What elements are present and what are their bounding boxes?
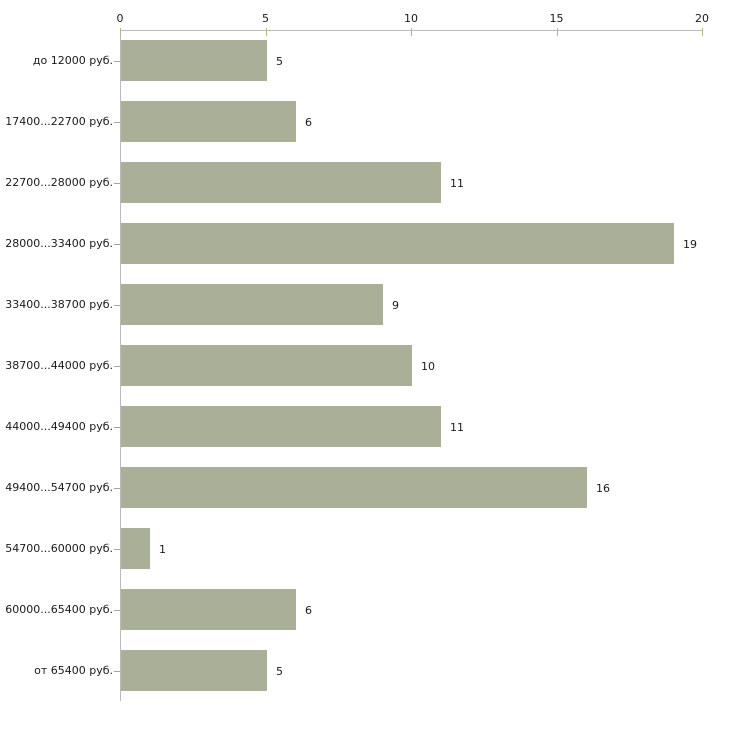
x-tick-mark — [265, 28, 267, 36]
category-label: 17400...22700 руб. — [5, 114, 113, 128]
y-tick-mark — [114, 183, 120, 184]
value-label: 10 — [421, 359, 435, 373]
category-label: 22700...28000 руб. — [5, 175, 113, 189]
y-tick-mark — [114, 305, 120, 306]
x-tick-mark — [556, 28, 558, 36]
bar — [121, 101, 296, 142]
value-label: 11 — [450, 420, 464, 434]
bar — [121, 528, 150, 569]
value-label: 5 — [276, 54, 283, 68]
y-tick-mark — [114, 488, 120, 489]
bar — [121, 223, 674, 264]
value-label: 1 — [159, 542, 166, 556]
category-label: 49400...54700 руб. — [5, 480, 113, 494]
y-tick-mark — [114, 671, 120, 672]
y-tick-mark — [114, 427, 120, 428]
value-label: 19 — [683, 237, 697, 251]
value-label: 6 — [305, 115, 312, 129]
x-tick-label: 5 — [262, 12, 269, 25]
x-tick-mark — [120, 28, 121, 36]
x-tick-mark — [411, 28, 412, 36]
bar — [121, 345, 412, 386]
y-tick-mark — [114, 122, 120, 123]
bar — [121, 650, 267, 691]
category-label: до 12000 руб. — [32, 53, 113, 67]
category-label: 54700...60000 руб. — [5, 541, 113, 555]
y-axis-line — [120, 30, 121, 701]
bar — [121, 40, 267, 81]
category-label: 60000...65400 руб. — [5, 602, 113, 616]
y-tick-mark — [114, 61, 120, 62]
x-tick-label: 20 — [695, 12, 709, 25]
x-tick-label: 15 — [549, 12, 564, 25]
x-tick-mark — [702, 28, 703, 36]
bar — [121, 406, 441, 447]
x-tick-label: 10 — [404, 12, 418, 25]
value-label: 5 — [276, 664, 283, 678]
value-label: 16 — [596, 481, 610, 495]
bar — [121, 284, 383, 325]
category-label: 44000...49400 руб. — [5, 419, 113, 433]
category-label: от 65400 руб. — [34, 663, 113, 677]
category-label: 28000...33400 руб. — [5, 236, 113, 250]
value-label: 9 — [392, 298, 399, 312]
value-label: 11 — [450, 176, 464, 190]
category-label: 38700...44000 руб. — [5, 358, 113, 372]
y-tick-mark — [114, 244, 120, 245]
y-tick-mark — [114, 549, 120, 550]
bar — [121, 162, 441, 203]
category-label: 33400...38700 руб. — [5, 297, 113, 311]
y-tick-mark — [114, 366, 120, 367]
x-tick-label: 0 — [116, 12, 124, 25]
value-label: 6 — [305, 603, 312, 617]
bar — [121, 467, 587, 508]
y-tick-mark — [114, 610, 120, 611]
bar — [121, 589, 296, 630]
